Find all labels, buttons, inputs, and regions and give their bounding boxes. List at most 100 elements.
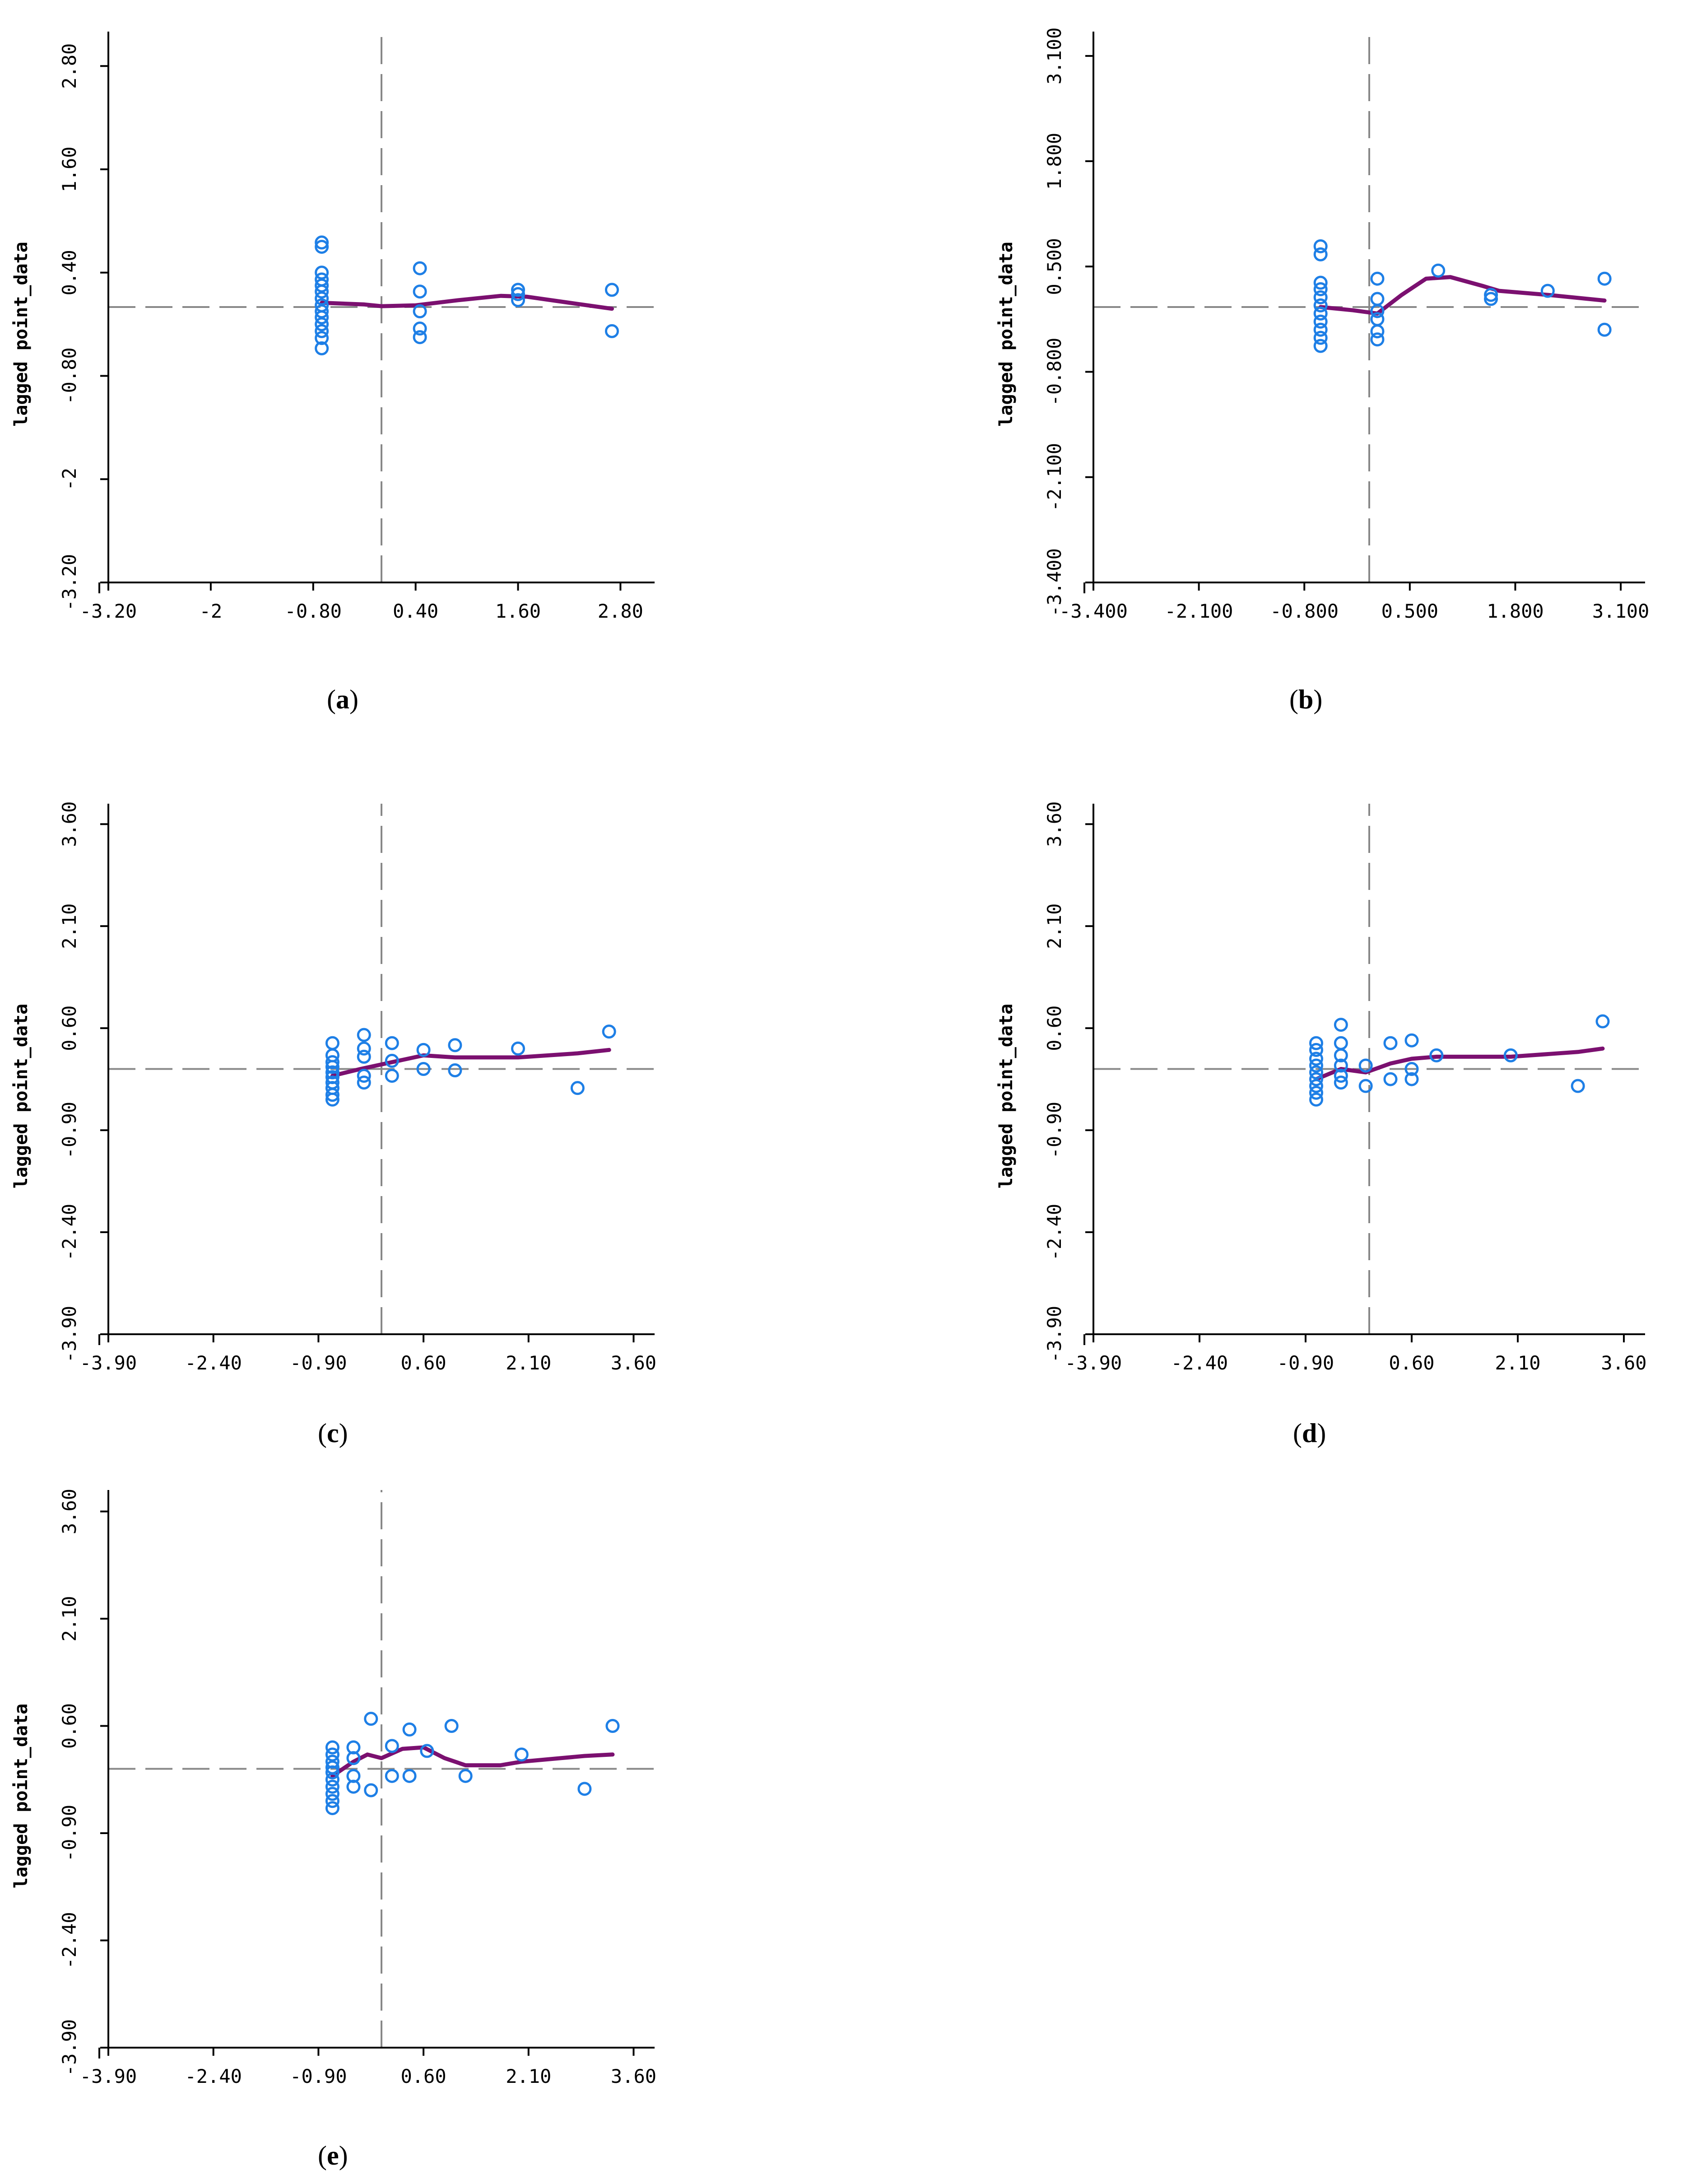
smoothing-curve (1314, 1046, 1605, 1081)
data-point (604, 283, 619, 297)
x-tick-label: -2.40 (1171, 1352, 1228, 1374)
data-point (346, 1751, 361, 1765)
data-point (444, 1719, 459, 1733)
x-tick-label: 0.60 (1389, 1352, 1434, 1374)
y-tick-label: -0.80 (58, 347, 80, 404)
y-tick-label: -3.400 (1043, 548, 1065, 617)
y-tick-label: 0.60 (1043, 1006, 1065, 1051)
data-point (325, 1065, 339, 1080)
x-tick-label: 0.60 (400, 2065, 446, 2087)
x-tick-label: -0.90 (290, 1352, 347, 1374)
caption-d: (d) (1293, 1418, 1326, 1448)
data-point (577, 1782, 592, 1796)
x-tick-label: -3.400 (1059, 600, 1128, 622)
data-point (1429, 1048, 1444, 1062)
data-point (413, 261, 427, 275)
data-point (325, 1779, 339, 1794)
x-tick-label: -3.90 (80, 1352, 137, 1374)
data-point (1597, 322, 1612, 337)
data-point (1313, 275, 1328, 290)
y-tick-label: 3.100 (1043, 28, 1065, 84)
scatter-plot-c: -3.90 -2.40 -0.90 0.60 2.10 3.60 -3.90 -2.40 -0.… (11, 801, 656, 1374)
data-point (413, 330, 427, 345)
scatter-plot-e: -3.90 -2.40 -0.90 0.60 2.10 3.60 -3.90 -2.40 -0.… (11, 1489, 656, 2087)
x-tick-label: 1.60 (495, 600, 541, 622)
data-point (325, 1787, 339, 1801)
y-tick-label: 0.60 (58, 1703, 80, 1749)
data-point (458, 1769, 473, 1783)
data-point (385, 1053, 399, 1068)
x-tick-label: 0.40 (393, 600, 438, 622)
y-axis-label: lagged point_data (11, 1704, 32, 1888)
data-point (325, 1740, 339, 1755)
data-point (1540, 284, 1555, 298)
smoothing-curve (1318, 275, 1607, 316)
data-point (346, 1779, 361, 1794)
y-tick-label: -2.40 (1043, 1204, 1065, 1261)
y-tick-label: 3.60 (58, 801, 80, 847)
chart-panel-b: -3.400 -2.100 -0.800 0.500 1.800 3.100 -3.400 -… (842, 0, 1683, 768)
y-tick-label: 2.10 (58, 1596, 80, 1641)
data-point (315, 284, 329, 299)
x-tick-label: 0.500 (1381, 600, 1438, 622)
x-tick-label: 3.60 (611, 2065, 656, 2087)
data-point (1334, 1076, 1348, 1090)
data-point (315, 341, 329, 355)
data-point (325, 1747, 339, 1762)
data-point (1404, 1072, 1419, 1086)
y-tick-label: -0.90 (1043, 1102, 1065, 1159)
y-tick-label: -0.90 (58, 1102, 80, 1159)
data-point (604, 324, 619, 338)
scatter-plot-d: -3.90 -2.40 -0.90 0.60 2.10 3.60 -3.90 -2.40 -0.… (996, 801, 1647, 1374)
data-point (325, 1765, 339, 1779)
chart-panel-c: -3.90 -2.40 -0.90 0.60 2.10 3.60 -3.90 -2.40 -0.… (0, 768, 842, 1476)
y-tick-label: -3.20 (58, 554, 80, 611)
y-tick-label: -2.40 (58, 1204, 80, 1261)
data-point (420, 1744, 434, 1758)
y-tick-label: -3.90 (1043, 1306, 1065, 1363)
data-point (1370, 271, 1385, 286)
x-tick-label: -2.40 (185, 2065, 242, 2087)
scatter-plot-a: -3.20 -2 -0.80 0.40 1.60 2.80 -3.20 -2 -0.80 0.40… (11, 32, 655, 622)
y-tick-label: -2.100 (1043, 443, 1065, 512)
data-point (1383, 1072, 1398, 1086)
x-tick-label: 0.60 (400, 1352, 446, 1374)
data-point (1571, 1079, 1585, 1093)
x-tick-label: 3.60 (1601, 1352, 1646, 1374)
data-point (315, 235, 329, 250)
data-point (364, 1783, 378, 1797)
data-point (385, 1069, 399, 1083)
data-point (315, 324, 329, 338)
y-tick-label: 1.60 (58, 146, 80, 192)
x-tick-label: -3.90 (1065, 1352, 1122, 1374)
data-point (402, 1722, 417, 1737)
data-point (1370, 304, 1385, 318)
data-point (357, 1049, 371, 1064)
y-axis-label: lagged point_data (11, 1004, 32, 1188)
data-point (1431, 263, 1446, 278)
y-tick-label: -2.40 (58, 1912, 80, 1969)
data-point (1309, 1052, 1323, 1066)
data-point (1313, 298, 1328, 312)
y-tick-label: -0.90 (58, 1805, 80, 1862)
data-point (1313, 306, 1328, 321)
x-tick-label: -3.20 (80, 600, 137, 622)
x-tick-label: -0.800 (1270, 600, 1339, 622)
chart-panel-d: -3.90 -2.40 -0.90 0.60 2.10 3.60 -3.90 -2.40 -0.… (842, 768, 1683, 1476)
data-point (357, 1069, 371, 1083)
smoothing-curve (330, 1048, 611, 1078)
data-point (325, 1088, 339, 1102)
data-point (511, 287, 525, 301)
data-point (1334, 1048, 1348, 1062)
scatter-plot-b: -3.400 -2.100 -0.800 0.500 1.800 3.100 -3.400 -… (996, 28, 1649, 622)
y-axis-label: lagged point_data (996, 1004, 1017, 1188)
data-point (325, 1801, 339, 1816)
data-point (1313, 314, 1328, 329)
data-point (570, 1081, 585, 1095)
chart-panel-e: -3.90 -2.40 -0.90 0.60 2.10 3.60 -3.90 -2.40 -0.… (0, 1476, 842, 2184)
data-point (357, 1076, 371, 1090)
data-point (511, 1041, 525, 1056)
caption-e: (e) (318, 2141, 348, 2170)
data-point (1383, 1036, 1398, 1050)
data-point (385, 1769, 399, 1783)
